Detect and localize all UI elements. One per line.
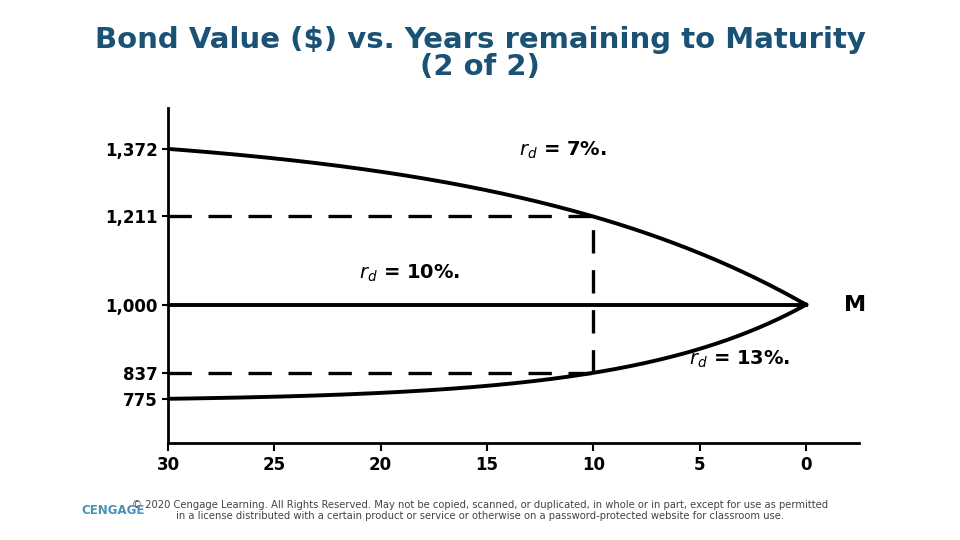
Text: CENGAGE: CENGAGE <box>82 504 145 517</box>
Text: $r_d$ = 7%.: $r_d$ = 7%. <box>519 140 607 161</box>
Text: (2 of 2): (2 of 2) <box>420 53 540 82</box>
Text: M: M <box>844 295 867 315</box>
Text: $r_d$ = 13%.: $r_d$ = 13%. <box>689 348 790 370</box>
Text: Bond Value ($) vs. Years remaining to Maturity: Bond Value ($) vs. Years remaining to Ma… <box>95 26 865 55</box>
Text: $r_d$ = 10%.: $r_d$ = 10%. <box>359 262 461 284</box>
Text: © 2020 Cengage Learning. All Rights Reserved. May not be copied, scanned, or dup: © 2020 Cengage Learning. All Rights Rese… <box>132 500 828 521</box>
